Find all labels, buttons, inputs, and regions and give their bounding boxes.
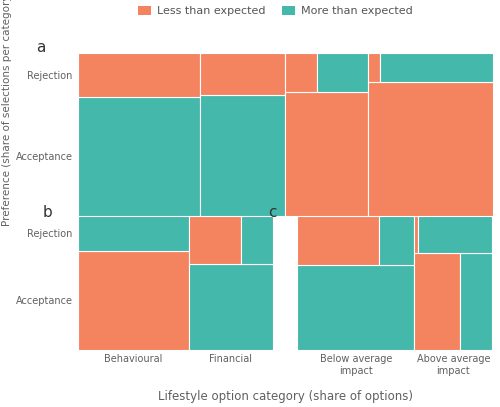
Bar <box>78 216 188 251</box>
Text: Preference (share of selections per category): Preference (share of selections per cate… <box>2 0 12 225</box>
Bar <box>298 216 380 265</box>
Bar <box>78 53 200 97</box>
Bar <box>368 82 492 216</box>
Legend: Less than expected, More than expected: Less than expected, More than expected <box>138 6 412 16</box>
Bar <box>380 53 492 82</box>
Text: b: b <box>42 205 52 220</box>
Bar <box>368 53 380 82</box>
Bar <box>285 92 368 216</box>
Bar <box>200 53 285 95</box>
Bar <box>414 253 460 350</box>
Bar <box>188 264 272 350</box>
Bar <box>285 53 316 92</box>
Bar <box>78 97 200 216</box>
Text: c: c <box>268 205 276 220</box>
Bar <box>200 95 285 216</box>
Bar <box>240 216 272 264</box>
Text: a: a <box>36 40 46 55</box>
Bar <box>380 216 414 265</box>
Bar <box>316 53 368 92</box>
Bar <box>418 216 492 253</box>
Bar <box>298 265 414 350</box>
Text: Lifestyle option category (share of options): Lifestyle option category (share of opti… <box>158 390 412 403</box>
Bar <box>414 216 418 253</box>
Bar <box>460 253 492 350</box>
Bar <box>78 251 188 350</box>
Bar <box>188 216 240 264</box>
